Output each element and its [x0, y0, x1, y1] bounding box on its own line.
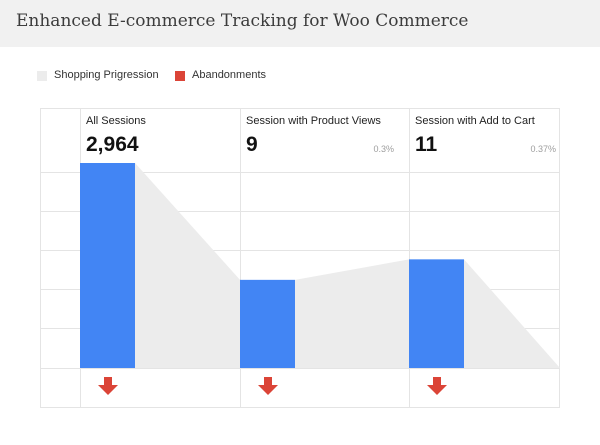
progression-flow: [295, 259, 409, 368]
stage-value: 9: [246, 133, 258, 156]
legend-label: Shopping Prigression: [54, 69, 159, 81]
session-bar: [409, 259, 464, 368]
stage-all-sessions: All Sessions 2,964: [80, 108, 240, 168]
stage-name: All Sessions: [86, 115, 146, 127]
stage-add-to-cart: Session with Add to Cart 11 0.37%: [409, 108, 569, 168]
page-title: Enhanced E-commerce Tracking for Woo Com…: [16, 11, 469, 31]
abandonment-arrow-icon: [427, 377, 447, 395]
stage-percent: 0.37%: [530, 144, 556, 154]
abandonment-arrow-icon: [98, 377, 118, 395]
abandonment-arrow-icon: [258, 377, 278, 395]
chart-frame: [40, 108, 560, 408]
legend-swatch-abandonments: [175, 71, 185, 81]
stage-percent: 0.3%: [373, 144, 394, 154]
progression-flow: [135, 163, 240, 368]
stage-value: 2,964: [86, 133, 139, 156]
session-bar: [240, 279, 295, 368]
stage-name: Session with Add to Cart: [415, 115, 535, 127]
stage-product-views: Session with Product Views 9 0.3%: [240, 108, 400, 168]
progression-flow: [464, 259, 560, 368]
session-bar: [80, 163, 135, 368]
stage-value: 11: [415, 133, 438, 156]
legend-label: Abandonments: [192, 69, 266, 81]
legend-swatch-progression: [37, 71, 47, 81]
header-bar: Enhanced E-commerce Tracking for Woo Com…: [0, 0, 600, 47]
stage-name: Session with Product Views: [246, 115, 381, 127]
